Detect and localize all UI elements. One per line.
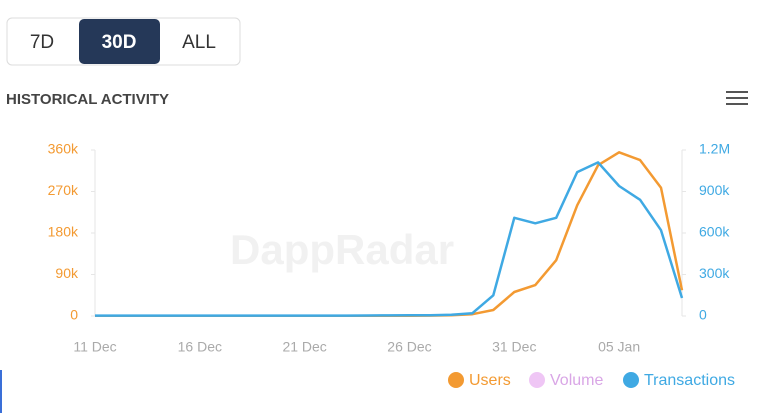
y2-tick-label: 0 (699, 307, 707, 323)
x-tick-label: 31 Dec (492, 339, 536, 355)
x-tick-label: 16 Dec (178, 339, 222, 355)
y-tick-label: 0 (70, 307, 78, 323)
tab-label[interactable]: 7D (30, 32, 54, 53)
edge-marker (0, 370, 2, 413)
legend-marker[interactable] (448, 372, 464, 388)
menu-icon[interactable] (726, 91, 748, 105)
y2-tick-label: 1.2M (699, 141, 730, 157)
tab-label[interactable]: ALL (182, 32, 216, 53)
y-tick-label: 270k (48, 182, 79, 198)
y2-tick-label: 900k (699, 182, 730, 198)
x-tick-label: 05 Jan (598, 339, 640, 355)
y-tick-label: 360k (48, 141, 79, 157)
x-tick-label: 26 Dec (387, 339, 431, 355)
tab-label[interactable]: 30D (102, 32, 137, 53)
legend-label[interactable]: Volume (550, 372, 603, 389)
legend-marker[interactable] (529, 372, 545, 388)
tab-active[interactable] (79, 19, 160, 64)
watermark: DappRadar (230, 226, 454, 273)
y-tick-label: 180k (48, 224, 79, 240)
x-tick-label: 11 Dec (73, 339, 116, 355)
section-title: HISTORICAL ACTIVITY (6, 91, 169, 108)
series-line (95, 161, 684, 317)
x-tick-label: 21 Dec (282, 339, 326, 355)
y-tick-label: 90k (55, 265, 79, 281)
y2-tick-label: 600k (699, 224, 730, 240)
legend-marker[interactable] (623, 372, 639, 388)
legend-label[interactable]: Transactions (644, 372, 735, 389)
legend-label[interactable]: Users (469, 372, 511, 389)
y2-tick-label: 300k (699, 265, 730, 281)
